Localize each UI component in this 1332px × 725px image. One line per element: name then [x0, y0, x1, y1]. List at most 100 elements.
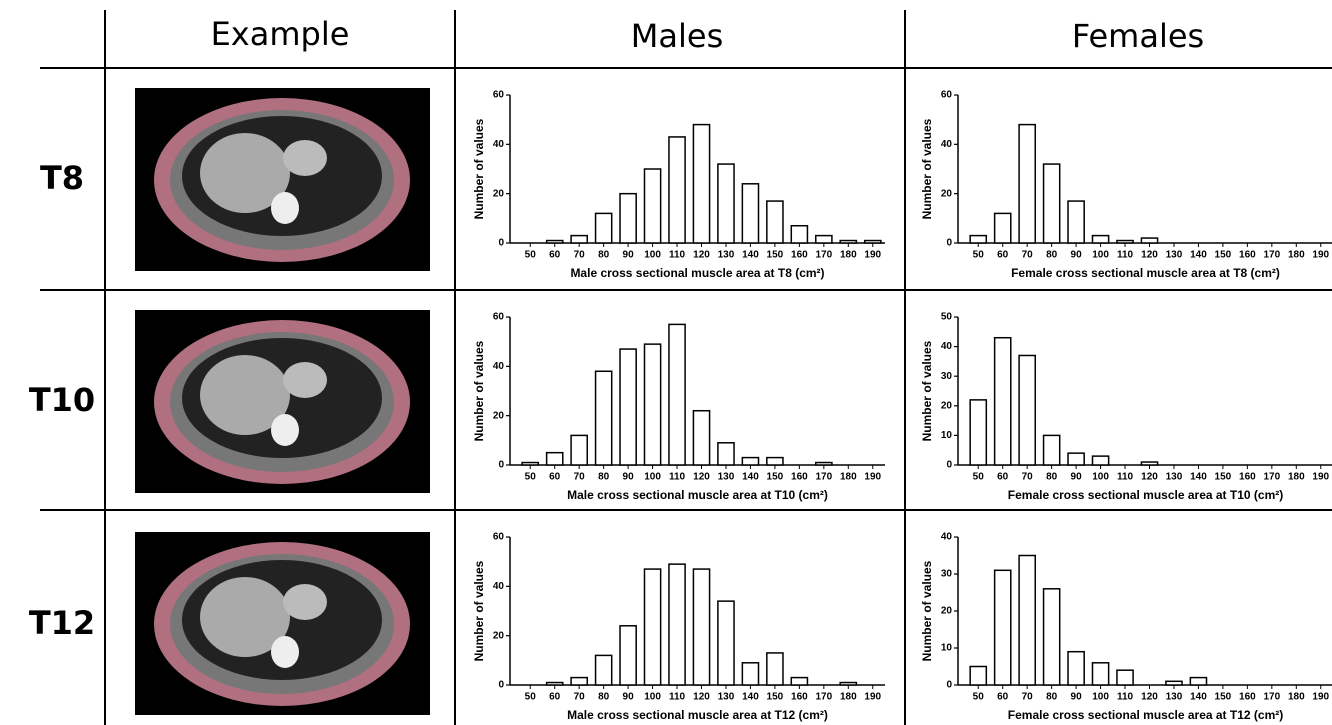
x-tick-label: 160 [791, 472, 808, 483]
x-tick-label: 190 [1312, 472, 1329, 483]
x-tick-label: 60 [997, 250, 1009, 261]
y-tick-label: 30 [941, 569, 953, 580]
x-tick-label: 140 [1190, 250, 1207, 261]
x-axis-title: Female cross sectional muscle area at T8… [1011, 266, 1280, 280]
y-tick-label: 40 [493, 361, 505, 372]
x-tick-label: 60 [549, 692, 561, 703]
bar [995, 213, 1011, 243]
y-axis-title: Number of values [472, 340, 486, 441]
x-tick-label: 100 [1092, 250, 1109, 261]
bar [1092, 456, 1108, 465]
x-tick-label: 160 [1239, 692, 1256, 703]
x-tick-label: 160 [1239, 472, 1256, 483]
x-tick-label: 190 [1312, 250, 1329, 261]
x-axis-title: Male cross sectional muscle area at T12 … [567, 708, 828, 722]
x-tick-label: 110 [669, 472, 686, 483]
row-header: T10 [29, 381, 95, 419]
x-tick-label: 150 [1215, 692, 1232, 703]
y-tick-label: 20 [941, 188, 953, 199]
x-tick-label: 170 [1263, 692, 1280, 703]
y-tick-label: 60 [941, 90, 953, 101]
x-tick-label: 80 [598, 692, 610, 703]
bar [644, 569, 660, 685]
bar [742, 458, 758, 465]
bar [1068, 453, 1084, 465]
x-tick-label: 140 [1190, 472, 1207, 483]
y-tick-label: 60 [493, 532, 505, 543]
x-tick-label: 90 [1071, 472, 1083, 483]
x-tick-label: 50 [525, 472, 537, 483]
x-tick-label: 80 [598, 472, 610, 483]
x-tick-label: 50 [973, 472, 985, 483]
y-tick-label: 0 [946, 680, 952, 691]
x-tick-label: 70 [574, 250, 586, 261]
x-tick-label: 150 [1215, 250, 1232, 261]
x-tick-label: 110 [1117, 692, 1134, 703]
bar [742, 184, 758, 243]
bar [742, 663, 758, 685]
bar [644, 344, 660, 465]
bar [718, 601, 734, 685]
bar [1019, 125, 1035, 243]
bar [791, 226, 807, 243]
bar [1117, 241, 1133, 243]
bar [571, 236, 587, 243]
y-tick-label: 10 [941, 643, 953, 654]
bar [1044, 589, 1060, 685]
x-tick-label: 70 [1022, 692, 1034, 703]
x-tick-label: 80 [598, 250, 610, 261]
y-tick-label: 0 [498, 238, 504, 249]
x-tick-label: 100 [644, 472, 661, 483]
row-header: T12 [29, 604, 95, 642]
x-axis-title: Female cross sectional muscle area at T1… [1008, 488, 1283, 502]
row-header: T8 [40, 159, 84, 197]
y-tick-label: 20 [493, 188, 505, 199]
bar [596, 371, 612, 465]
y-tick-label: 0 [498, 460, 504, 471]
x-tick-label: 120 [1141, 472, 1158, 483]
bar [1019, 556, 1035, 686]
x-tick-label: 180 [1288, 250, 1305, 261]
x-tick-label: 130 [718, 472, 735, 483]
bar [669, 564, 685, 685]
x-tick-label: 130 [1166, 250, 1183, 261]
x-tick-label: 80 [1046, 472, 1058, 483]
ct-image [135, 88, 430, 271]
x-tick-label: 140 [742, 250, 759, 261]
y-axis-title: Number of values [920, 340, 934, 441]
bar [865, 241, 881, 243]
x-tick-label: 110 [1117, 472, 1134, 483]
x-tick-label: 90 [1071, 250, 1083, 261]
bar [995, 338, 1011, 465]
x-tick-label: 50 [973, 692, 985, 703]
x-tick-label: 180 [840, 692, 857, 703]
bar [767, 201, 783, 243]
x-tick-label: 170 [1263, 472, 1280, 483]
y-axis-title: Number of values [920, 118, 934, 219]
bar [1092, 663, 1108, 685]
x-tick-label: 50 [525, 250, 537, 261]
x-tick-label: 120 [693, 472, 710, 483]
x-axis-title: Female cross sectional muscle area at T1… [1008, 708, 1283, 722]
x-tick-label: 170 [1263, 250, 1280, 261]
y-tick-label: 40 [941, 139, 953, 150]
y-tick-label: 30 [941, 371, 953, 382]
x-tick-label: 180 [1288, 692, 1305, 703]
y-tick-label: 40 [493, 581, 505, 592]
bar [1117, 670, 1133, 685]
x-tick-label: 90 [623, 250, 635, 261]
y-axis-title: Number of values [472, 560, 486, 661]
x-tick-label: 130 [1166, 692, 1183, 703]
x-tick-label: 60 [997, 472, 1009, 483]
x-tick-label: 80 [1046, 692, 1058, 703]
bar [816, 236, 832, 243]
y-tick-label: 60 [493, 312, 505, 323]
bar [1166, 681, 1182, 685]
y-tick-label: 40 [493, 139, 505, 150]
x-tick-label: 170 [815, 250, 832, 261]
bar [840, 241, 856, 243]
bar [596, 655, 612, 685]
x-axis-title: Male cross sectional muscle area at T10 … [567, 488, 828, 502]
x-tick-label: 160 [1239, 250, 1256, 261]
bar [1190, 678, 1206, 685]
